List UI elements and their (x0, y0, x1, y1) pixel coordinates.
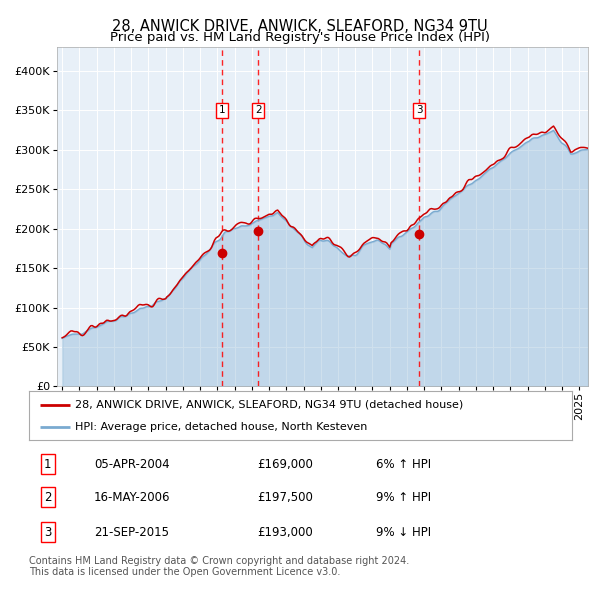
Text: 2: 2 (44, 490, 52, 504)
Text: 16-MAY-2006: 16-MAY-2006 (94, 490, 170, 504)
Text: Price paid vs. HM Land Registry's House Price Index (HPI): Price paid vs. HM Land Registry's House … (110, 31, 490, 44)
Text: £197,500: £197,500 (257, 490, 313, 504)
Text: £169,000: £169,000 (257, 458, 313, 471)
Text: 28, ANWICK DRIVE, ANWICK, SLEAFORD, NG34 9TU (detached house): 28, ANWICK DRIVE, ANWICK, SLEAFORD, NG34… (75, 399, 463, 409)
Text: 1: 1 (218, 106, 225, 115)
Text: 2: 2 (255, 106, 262, 115)
Text: Contains HM Land Registry data © Crown copyright and database right 2024.
This d: Contains HM Land Registry data © Crown c… (29, 556, 409, 578)
Text: 9% ↓ HPI: 9% ↓ HPI (376, 526, 431, 539)
Text: 3: 3 (44, 526, 52, 539)
Text: 1: 1 (44, 458, 52, 471)
Text: 05-APR-2004: 05-APR-2004 (94, 458, 170, 471)
Text: 21-SEP-2015: 21-SEP-2015 (94, 526, 169, 539)
Text: 6% ↑ HPI: 6% ↑ HPI (376, 458, 431, 471)
Text: HPI: Average price, detached house, North Kesteven: HPI: Average price, detached house, Nort… (75, 422, 367, 432)
Text: 28, ANWICK DRIVE, ANWICK, SLEAFORD, NG34 9TU: 28, ANWICK DRIVE, ANWICK, SLEAFORD, NG34… (112, 19, 488, 34)
Text: 3: 3 (416, 106, 423, 115)
Text: £193,000: £193,000 (257, 526, 313, 539)
Text: 9% ↑ HPI: 9% ↑ HPI (376, 490, 431, 504)
